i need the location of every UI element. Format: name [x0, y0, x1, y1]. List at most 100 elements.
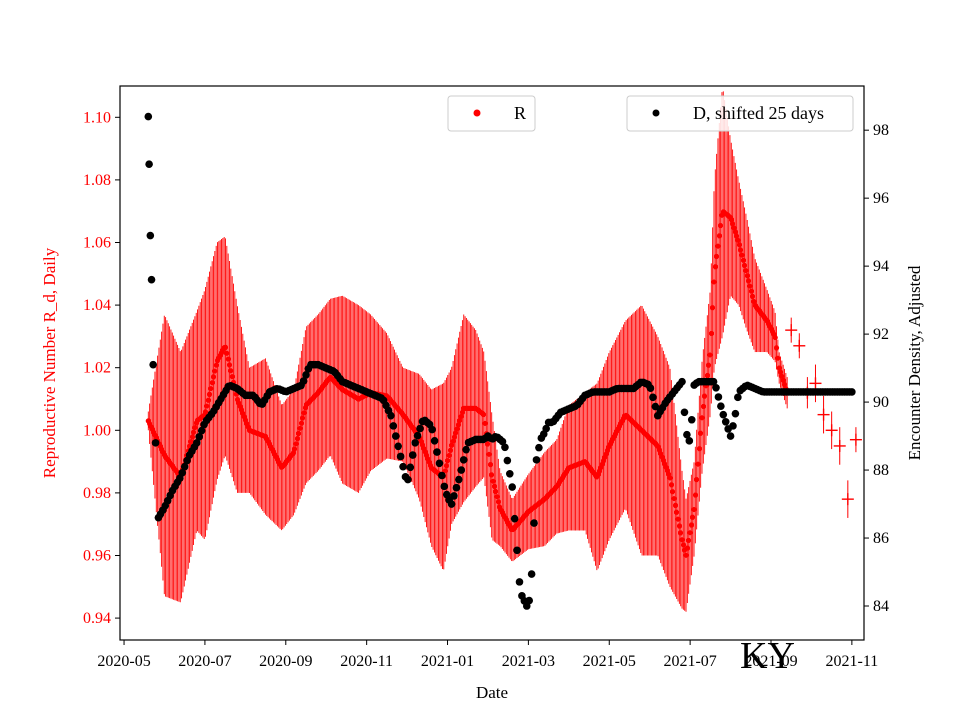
- r-point: [292, 446, 298, 452]
- d-point: [457, 466, 466, 474]
- d-point: [394, 442, 402, 451]
- d-point: [404, 475, 412, 484]
- r-point: [298, 420, 304, 426]
- d-point: [714, 393, 723, 401]
- r-point: [297, 425, 303, 431]
- r-point: [711, 279, 717, 285]
- r-point: [204, 403, 210, 409]
- legend-d-marker: [652, 109, 660, 117]
- d-point: [450, 492, 458, 500]
- legend-r-box: [447, 95, 536, 132]
- d-point: [197, 426, 206, 435]
- d-point: [717, 402, 725, 410]
- r-point: [733, 233, 740, 239]
- r-point: [712, 264, 718, 270]
- d-point: [430, 437, 439, 445]
- d-point: [195, 432, 204, 441]
- r-point: [212, 368, 218, 374]
- d-point: [508, 483, 517, 491]
- d-point: [144, 112, 153, 121]
- r-point: [690, 514, 696, 520]
- r-point: [777, 369, 784, 375]
- legend-d-box: [626, 95, 854, 132]
- r-point: [776, 365, 782, 371]
- r-point: [737, 247, 744, 253]
- r-point: [300, 415, 306, 421]
- left-y-tick-label: 1.02: [83, 360, 111, 377]
- r-point: [683, 552, 689, 558]
- r-point: [454, 426, 460, 432]
- d-point: [399, 462, 407, 471]
- r-point: [674, 509, 680, 515]
- d-point: [193, 439, 201, 447]
- left-y-tick-label: 1.00: [83, 422, 111, 439]
- r-point: [226, 362, 233, 368]
- d-point: [505, 470, 514, 478]
- d-point: [726, 432, 735, 440]
- x-tick-label: 2020-09: [259, 653, 312, 670]
- r-point: [482, 420, 488, 426]
- d-point: [680, 408, 689, 417]
- d-point: [387, 411, 395, 420]
- r-point: [205, 397, 211, 403]
- r-point: [779, 373, 785, 379]
- d-point: [147, 275, 156, 284]
- r-point: [229, 374, 235, 380]
- r-point: [213, 362, 219, 368]
- r-point: [716, 233, 722, 239]
- d-point: [501, 443, 509, 452]
- d-point: [712, 384, 720, 392]
- r-point: [704, 372, 710, 379]
- r-point: [668, 482, 674, 488]
- legend-d-label: D, shifted 25 days: [693, 103, 824, 123]
- r-point: [225, 356, 231, 362]
- r-point: [695, 461, 701, 467]
- r-point: [493, 488, 499, 495]
- d-point: [731, 409, 740, 418]
- right-y-axis-title: Encounter Density, Adjusted: [905, 265, 924, 460]
- r-point: [707, 352, 713, 358]
- left-y-tick-label: 1.10: [83, 109, 111, 126]
- x-tick-label: 2021-01: [421, 653, 474, 670]
- r-point: [190, 429, 197, 435]
- d-point: [510, 514, 519, 523]
- r-point: [743, 268, 749, 274]
- r-point: [780, 377, 786, 383]
- r-point: [301, 410, 307, 416]
- legend-r-label: R: [514, 103, 526, 123]
- x-axis: 2020-05 2020-07 2020-09 2020-11 2021-01 2021-…: [97, 640, 878, 670]
- d-point: [503, 456, 512, 465]
- d-point: [180, 462, 189, 471]
- d-point: [532, 456, 541, 464]
- r-point: [747, 283, 753, 289]
- right-y-tick-label: 86: [873, 530, 889, 547]
- r-point: [718, 222, 724, 229]
- r-point: [676, 523, 682, 529]
- r-point: [294, 436, 300, 442]
- d-point: [542, 424, 550, 433]
- r-point: [692, 492, 698, 498]
- r-point: [293, 441, 299, 447]
- r-point: [459, 409, 466, 415]
- r-point: [442, 468, 448, 474]
- d-point: [455, 475, 463, 484]
- r-point: [449, 442, 455, 448]
- d-point: [498, 437, 507, 446]
- r-point: [749, 293, 756, 299]
- r-point: [188, 438, 194, 445]
- d-point: [145, 160, 153, 168]
- d-point: [687, 415, 696, 424]
- r-point: [710, 305, 716, 311]
- right-y-tick-label: 92: [873, 326, 889, 343]
- d-point: [391, 432, 400, 440]
- r-point: [714, 253, 720, 260]
- d-series: [144, 112, 856, 610]
- r-point: [210, 374, 217, 380]
- r-point: [486, 451, 492, 457]
- r-point: [671, 495, 677, 502]
- r-point: [446, 452, 452, 459]
- legend-r-marker: [473, 109, 481, 117]
- d-point: [646, 384, 655, 392]
- d-point: [649, 393, 657, 402]
- r-point: [748, 288, 754, 294]
